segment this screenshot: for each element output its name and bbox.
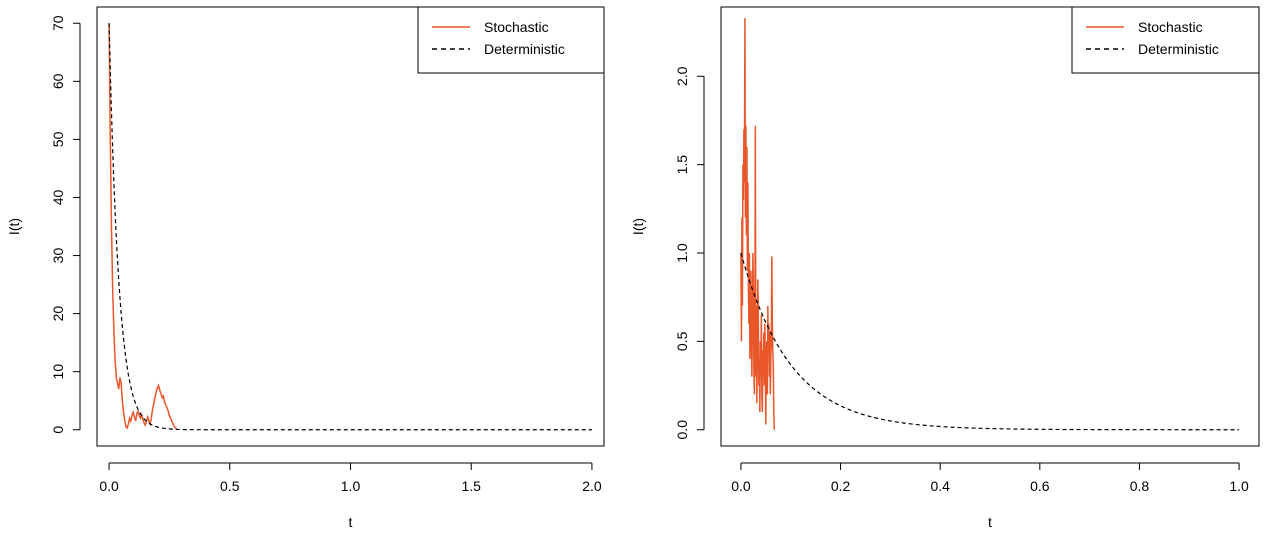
y-tick-label: 60: [50, 73, 66, 89]
legend-box: [1071, 6, 1260, 74]
x-tick-label: 0.5: [220, 478, 240, 494]
y-tick-label: 1.0: [674, 243, 690, 263]
legend-label-stochastic: Stochastic: [1138, 19, 1203, 35]
panel-left: 0.0 0.5 1.0 1.5 2.0 0 10 20 30 40 50 60 70 t I(t) Stoch…: [6, 6, 605, 530]
x-tick-label: 0.0: [731, 478, 751, 494]
x-tick-label: 1.5: [461, 478, 481, 494]
x-tick-label: 0.4: [930, 478, 950, 494]
y-tick-label: 50: [50, 131, 66, 147]
x-axis-label: t: [988, 514, 992, 530]
x-tick-label: 1.0: [1229, 478, 1249, 494]
x-tick-label: 2.0: [582, 478, 602, 494]
x-tick-label: 0.2: [831, 478, 851, 494]
panel-right: 0.0 0.2 0.4 0.6 0.8 1.0 0.0 0.5 1.0 1.5 2.0 t I(t) St…: [630, 6, 1260, 530]
series-line-stochastic: [108, 23, 177, 430]
y-tick-label: 0.0: [674, 420, 690, 440]
x-tick-label: 1.0: [341, 478, 361, 494]
y-tick-label: 0: [50, 426, 66, 434]
y-tick-label: 30: [50, 248, 66, 264]
y-tick-label: 70: [50, 15, 66, 31]
y-tick-label: 2.0: [674, 66, 690, 86]
y-tick-label: 40: [50, 189, 66, 205]
plot-frame: [720, 6, 1260, 447]
legend-box: [417, 6, 605, 74]
y-tick-label: 20: [50, 306, 66, 322]
x-tick-label: 0.8: [1130, 478, 1150, 494]
legend-label-deterministic: Deterministic: [1138, 41, 1219, 57]
series-line-stochastic: [740, 17, 776, 430]
x-axis-label: t: [349, 514, 353, 530]
x-tick-label: 0.0: [99, 478, 119, 494]
y-tick-label: 1.5: [674, 155, 690, 175]
x-tick-label: 0.6: [1030, 478, 1050, 494]
plot-frame: [96, 6, 605, 447]
y-tick-label: 0.5: [674, 331, 690, 351]
series-line-deterministic: [740, 252, 1240, 431]
y-axis-label: I(t): [6, 218, 22, 235]
y-axis-label: I(t): [630, 218, 646, 235]
series-line-deterministic: [108, 23, 592, 431]
legend-label-stochastic: Stochastic: [484, 19, 549, 35]
y-tick-label: 10: [50, 364, 66, 380]
legend-label-deterministic: Deterministic: [484, 41, 565, 57]
